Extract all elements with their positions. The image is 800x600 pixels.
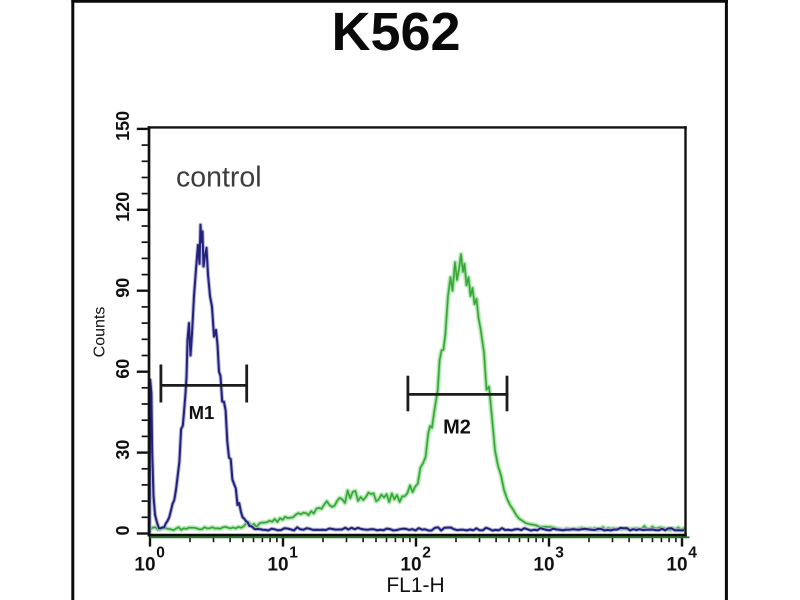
svg-text:M1: M1 <box>189 402 215 423</box>
svg-text:120: 120 <box>113 192 133 222</box>
svg-text:60: 60 <box>113 359 133 379</box>
svg-text:30: 30 <box>113 440 133 460</box>
svg-text:FL1-H: FL1-H <box>386 574 444 597</box>
svg-text:10: 10 <box>267 555 288 576</box>
svg-text:90: 90 <box>113 278 133 298</box>
svg-text:10: 10 <box>666 555 687 576</box>
svg-text:1: 1 <box>289 545 298 562</box>
svg-text:10: 10 <box>134 555 155 576</box>
svg-text:control: control <box>176 162 262 194</box>
svg-text:10: 10 <box>400 555 421 576</box>
svg-text:4: 4 <box>688 545 697 562</box>
svg-text:M2: M2 <box>443 417 471 439</box>
svg-text:150: 150 <box>113 111 133 141</box>
svg-text:3: 3 <box>555 545 564 562</box>
svg-text:0: 0 <box>113 525 133 535</box>
svg-text:2: 2 <box>422 545 431 562</box>
svg-text:K562: K562 <box>331 2 460 62</box>
svg-text:10: 10 <box>533 555 554 576</box>
svg-text:Counts: Counts <box>92 307 109 358</box>
svg-text:0: 0 <box>156 545 165 562</box>
